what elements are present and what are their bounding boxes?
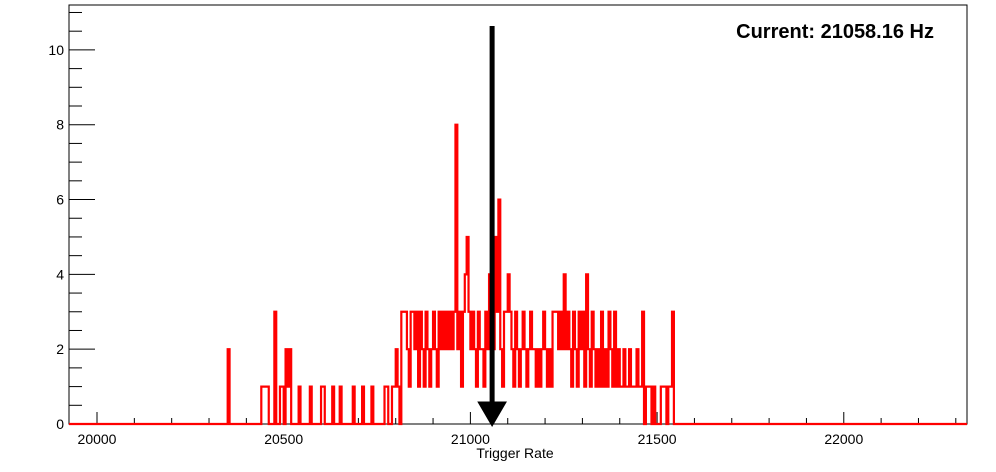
y-tick-label: 6 [56,192,64,208]
y-axis: 0 2 4 6 8 10 [48,11,95,432]
y-tick-label: 4 [56,266,64,282]
histogram-line [69,123,967,426]
current-rate-label: Current: 21058.16 Hz [736,21,934,43]
y-tick-label: 0 [56,416,64,432]
x-axis: 20000 20500 21000 21500 22000 [78,412,957,447]
y-tick-label: 10 [48,42,64,58]
histogram-series [69,123,967,426]
plot-border [68,4,968,425]
y-tick-label: 2 [56,341,64,357]
x-tick-label: 22000 [824,431,863,447]
x-tick-label: 21500 [638,431,677,447]
x-tick-label: 20500 [264,431,303,447]
x-tick-label: 21000 [451,431,490,447]
y-tick-label: 8 [56,117,64,133]
plot-frame [68,4,968,425]
x-tick-label: 20000 [78,431,117,447]
current-value-arrow [477,26,507,427]
x-axis-title: Trigger Rate [476,445,554,461]
arrow-head [477,401,507,427]
